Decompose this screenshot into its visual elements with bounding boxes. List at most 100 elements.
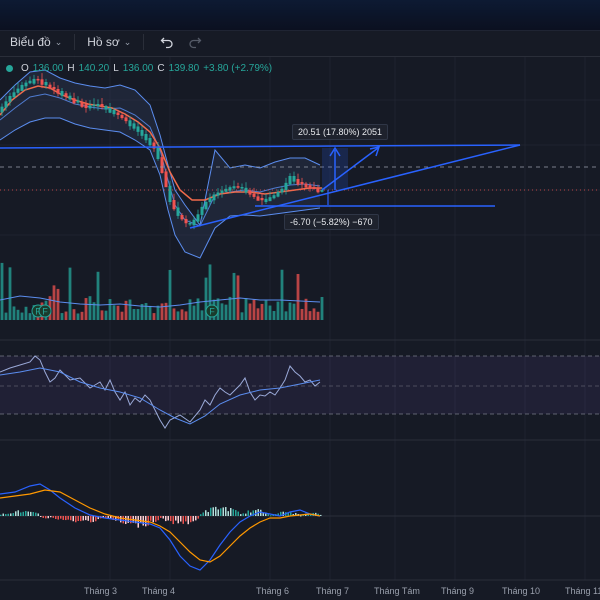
volume-bar (136, 309, 140, 320)
candle-body (128, 120, 132, 127)
volume-bar (68, 267, 72, 320)
candle-body (192, 219, 196, 226)
volume-bar (240, 312, 244, 320)
profile-menu-button[interactable]: Hồ sơ ⌄ (87, 35, 131, 49)
redo-icon (189, 37, 202, 49)
candle-body (300, 182, 304, 185)
volume-bar (184, 311, 188, 320)
macd-histogram-bar (92, 516, 94, 522)
candle-body (184, 219, 188, 224)
macd-histogram-bar (207, 512, 209, 516)
rsi-band-fill (0, 356, 600, 414)
redo-button[interactable] (184, 32, 206, 52)
candle-body (176, 207, 180, 216)
macd-histogram-bar (232, 509, 234, 516)
volume-bar (100, 310, 104, 320)
toolbar-divider-line (0, 56, 600, 57)
x-axis-label: Tháng 9 (441, 586, 475, 596)
candle-body (204, 202, 208, 210)
volume-bar (260, 303, 264, 320)
macd-histogram-bar (200, 514, 202, 516)
volume-bar (124, 300, 128, 320)
candle-body (304, 183, 308, 188)
macd-signal-line (0, 489, 321, 563)
macd-histogram-bar (90, 516, 92, 523)
resistance-trend-line[interactable] (0, 144, 521, 149)
candle-body (236, 186, 240, 188)
volume-bar (316, 311, 320, 320)
macd-histogram-bar (290, 512, 292, 516)
measure-down-label[interactable]: -6.70 (−5.82%) −670 (284, 214, 379, 230)
macd-histogram-bar (12, 513, 14, 516)
volume-bar (312, 308, 316, 320)
candle-body (256, 196, 260, 201)
volume-bar (116, 305, 120, 320)
macd-histogram-bar (267, 513, 269, 516)
projection-arrow-line[interactable] (321, 147, 379, 191)
x-axis-label: Tháng Tám (374, 586, 420, 596)
macd-histogram-bar (110, 516, 112, 519)
low-value: 136.00 (122, 63, 154, 74)
volume-bar (8, 267, 12, 320)
volume-histogram (0, 262, 324, 320)
candle-body (112, 110, 116, 115)
macd-histogram-bar (237, 511, 239, 516)
macd-histogram-bar (225, 507, 227, 516)
macd-histogram-bar (282, 511, 284, 516)
candle-body (20, 84, 24, 91)
volume-bar (308, 311, 312, 320)
volume-bar (28, 313, 32, 320)
macd-histogram-bar (280, 511, 282, 516)
undo-button[interactable] (156, 32, 178, 52)
volume-bar (16, 309, 20, 320)
macd-histogram-bar (85, 516, 87, 521)
candle-body (76, 100, 80, 103)
candle-body (92, 104, 96, 107)
macd-histogram-bar (320, 514, 322, 516)
candle-body (212, 194, 216, 201)
candle-body (72, 98, 76, 104)
macd-histogram-bar (97, 516, 99, 520)
volume-bar (104, 310, 108, 320)
volume-bar (176, 311, 180, 320)
measure-up-label[interactable]: 20.51 (17.80%) 2051 (292, 124, 389, 140)
chart-menu-button[interactable]: Biểu đồ ⌄ (10, 35, 62, 49)
candle-body (180, 215, 184, 220)
macd-histogram-bar (75, 516, 77, 523)
candle-body (52, 87, 56, 90)
x-axis-label: Tháng 3 (84, 586, 118, 596)
volume-bar (300, 308, 304, 320)
macd-histogram-bar (5, 514, 7, 516)
macd-histogram-bar (295, 512, 297, 516)
candle-body (16, 88, 20, 93)
candle-body (84, 104, 88, 109)
volume-bar (44, 300, 48, 320)
volume-bar (76, 313, 80, 320)
macd-histogram-bar (87, 516, 89, 521)
candle-body (316, 188, 320, 193)
candle-body (0, 106, 4, 113)
candle-body (96, 104, 100, 107)
macd-histogram-bar (185, 516, 187, 522)
volume-bar (320, 296, 324, 320)
support-trend-line[interactable] (189, 144, 521, 229)
macd-histogram-bar (32, 512, 34, 516)
macd-histogram-bar (67, 516, 69, 520)
macd-histogram-bar (25, 510, 27, 516)
volume-bar (208, 264, 212, 320)
macd-histogram-bar (240, 514, 242, 516)
close-label: C (157, 63, 165, 74)
candle-body (144, 134, 148, 141)
arrow-up-icon (329, 146, 341, 157)
volume-bar (32, 305, 36, 320)
volume-bar (276, 301, 280, 320)
volume-bar (52, 285, 56, 320)
candle-body (312, 186, 316, 190)
bollinger-upper-line (0, 69, 321, 227)
candle-body (280, 188, 284, 193)
candle-body (116, 112, 120, 116)
volume-bar (284, 311, 288, 320)
candle-body (132, 123, 136, 129)
candle-body (64, 93, 68, 97)
